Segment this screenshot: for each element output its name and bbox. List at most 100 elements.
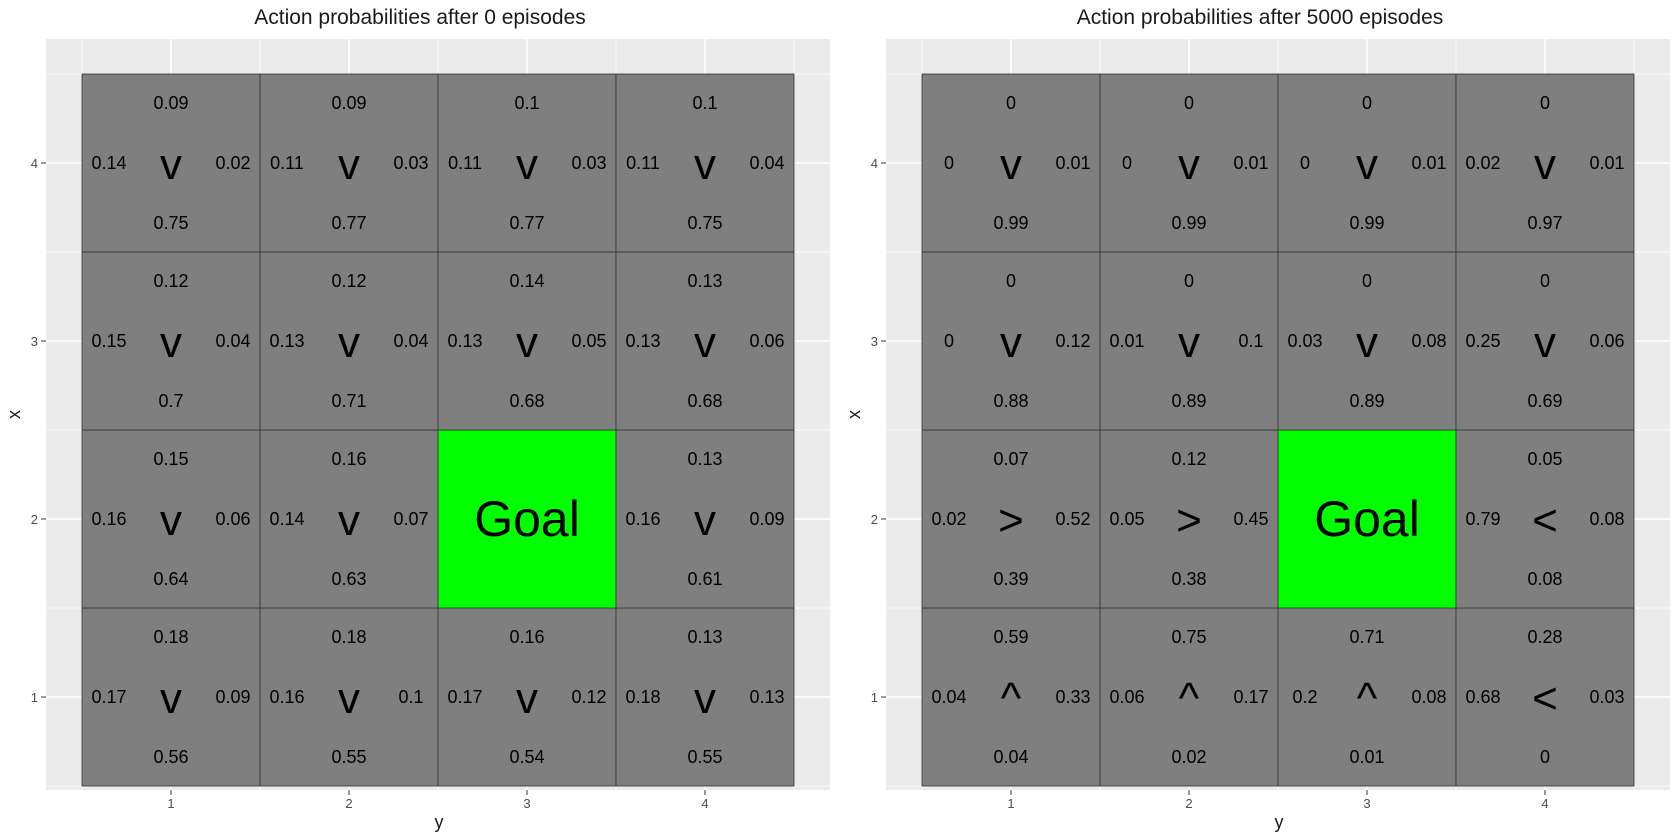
prob-right-label: 0.04 — [215, 331, 250, 351]
prob-right-label: 0.01 — [1055, 153, 1090, 173]
prob-down-label: 0.69 — [1527, 391, 1562, 411]
prob-right-label: 0.52 — [1055, 509, 1090, 529]
policy-arrow: v — [516, 674, 538, 723]
prob-down-label: 0 — [1540, 747, 1550, 767]
grid-tile — [81, 607, 261, 787]
grid-tile — [81, 73, 261, 253]
grid-tile — [921, 251, 1101, 431]
y-tick-label: 2 — [31, 512, 38, 527]
policy-arrow: v — [1356, 318, 1378, 367]
prob-right-label: 0.33 — [1055, 687, 1090, 707]
prob-down-label: 0.71 — [331, 391, 366, 411]
prob-left-label: 0.17 — [447, 687, 482, 707]
prob-left-label: 0 — [944, 331, 954, 351]
grid-tile — [1099, 251, 1279, 431]
prob-left-label: 0.16 — [625, 509, 660, 529]
grid-tile — [615, 73, 795, 253]
prob-right-label: 0.09 — [749, 509, 784, 529]
x-tick-label: 1 — [1007, 796, 1014, 811]
prob-left-label: 0.17 — [91, 687, 126, 707]
policy-arrow: v — [1000, 318, 1022, 367]
policy-arrow: v — [694, 674, 716, 723]
prob-up-label: 0 — [1184, 271, 1194, 291]
prob-up-label: 0.12 — [153, 271, 188, 291]
grid-tile — [259, 607, 439, 787]
policy-arrow: v — [338, 318, 360, 367]
prob-down-label: 0.54 — [509, 747, 544, 767]
prob-left-label: 0.79 — [1465, 509, 1500, 529]
prob-up-label: 0.1 — [692, 93, 717, 113]
x-tick-label: 2 — [1185, 796, 1192, 811]
grid-tile — [437, 251, 617, 431]
prob-right-label: 0.07 — [393, 509, 428, 529]
prob-right-label: 0.17 — [1233, 687, 1268, 707]
prob-right-label: 0.12 — [571, 687, 606, 707]
prob-down-label: 0.75 — [687, 213, 722, 233]
prob-left-label: 0 — [1122, 153, 1132, 173]
x-axis-title: y — [434, 812, 444, 832]
prob-down-label: 0.99 — [993, 213, 1028, 233]
prob-left-label: 0.05 — [1109, 509, 1144, 529]
grid-tile — [1277, 73, 1457, 253]
prob-right-label: 0.06 — [215, 509, 250, 529]
grid-tile — [1099, 607, 1279, 787]
goal-label: Goal — [474, 491, 580, 547]
grid-tile — [1455, 429, 1635, 609]
grid-tile — [259, 251, 439, 431]
prob-down-label: 0.68 — [509, 391, 544, 411]
prob-up-label: 0.09 — [331, 93, 366, 113]
prob-down-label: 0.77 — [509, 213, 544, 233]
grid-tile — [259, 429, 439, 609]
prob-right-label: 0.01 — [1411, 153, 1446, 173]
prob-left-label: 0.06 — [1109, 687, 1144, 707]
policy-arrow: v — [1000, 140, 1022, 189]
prob-right-label: 0.03 — [571, 153, 606, 173]
grid-tile — [615, 251, 795, 431]
prob-left-label: 0.2 — [1292, 687, 1317, 707]
prob-up-label: 0.15 — [153, 449, 188, 469]
prob-right-label: 0.13 — [749, 687, 784, 707]
prob-up-label: 0 — [1006, 271, 1016, 291]
prob-down-label: 0.55 — [687, 747, 722, 767]
goal-tile — [1277, 429, 1457, 609]
grid-tile — [259, 73, 439, 253]
y-tick-label: 4 — [31, 156, 38, 171]
policy-arrow: ^ — [1001, 674, 1022, 723]
prob-up-label: 0.13 — [687, 271, 722, 291]
prob-left-label: 0.68 — [1465, 687, 1500, 707]
prob-up-label: 0 — [1006, 93, 1016, 113]
x-tick-label: 1 — [167, 796, 174, 811]
prob-down-label: 0.61 — [687, 569, 722, 589]
prob-up-label: 0.18 — [153, 627, 188, 647]
prob-up-label: 0.18 — [331, 627, 366, 647]
prob-up-label: 0 — [1362, 93, 1372, 113]
x-tick-label: 3 — [1363, 796, 1370, 811]
prob-down-label: 0.89 — [1171, 391, 1206, 411]
prob-down-label: 0.89 — [1349, 391, 1384, 411]
y-tick-label: 3 — [31, 334, 38, 349]
grid-tile — [615, 429, 795, 609]
policy-arrow: > — [1176, 496, 1202, 545]
grid-tile — [921, 607, 1101, 787]
policy-arrow: v — [516, 140, 538, 189]
grid-tile — [615, 607, 795, 787]
prob-left-label: 0.16 — [269, 687, 304, 707]
prob-right-label: 0.01 — [1233, 153, 1268, 173]
prob-up-label: 0 — [1362, 271, 1372, 291]
prob-left-label: 0.13 — [625, 331, 660, 351]
prob-left-label: 0.16 — [91, 509, 126, 529]
prob-up-label: 0.16 — [331, 449, 366, 469]
prob-right-label: 0.04 — [749, 153, 784, 173]
policy-arrow: v — [1534, 140, 1556, 189]
prob-right-label: 0.05 — [571, 331, 606, 351]
prob-left-label: 0.18 — [625, 687, 660, 707]
prob-right-label: 0.08 — [1589, 509, 1624, 529]
x-axis-title: y — [1274, 812, 1284, 832]
prob-left-label: 0.14 — [91, 153, 126, 173]
prob-left-label: 0.15 — [91, 331, 126, 351]
prob-left-label: 0.02 — [931, 509, 966, 529]
chart-panel-0: Action probabilities after 0 episodes Go… — [4, 6, 830, 832]
prob-down-label: 0.99 — [1171, 213, 1206, 233]
policy-arrow: v — [694, 140, 716, 189]
policy-arrow: v — [1356, 140, 1378, 189]
